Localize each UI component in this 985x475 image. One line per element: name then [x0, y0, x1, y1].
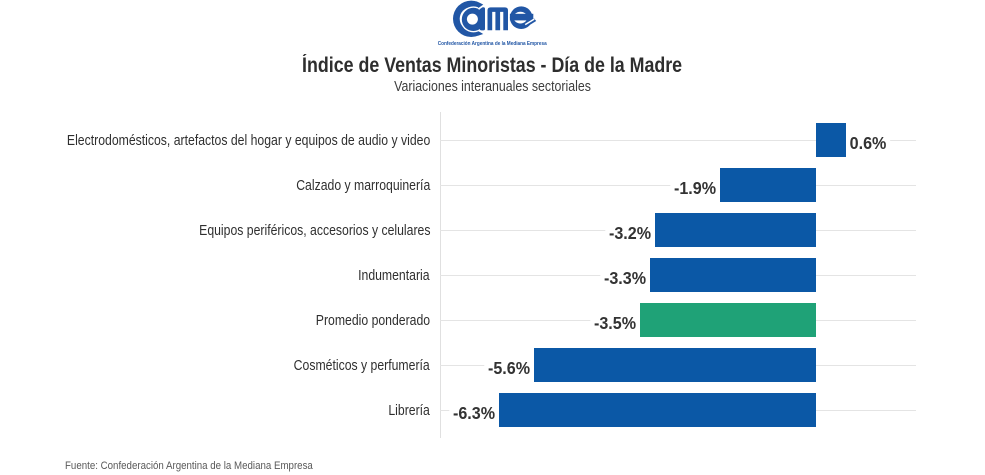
svg-text:Confederación Argentina de la: Confederación Argentina de la Mediana Em… — [438, 41, 548, 47]
